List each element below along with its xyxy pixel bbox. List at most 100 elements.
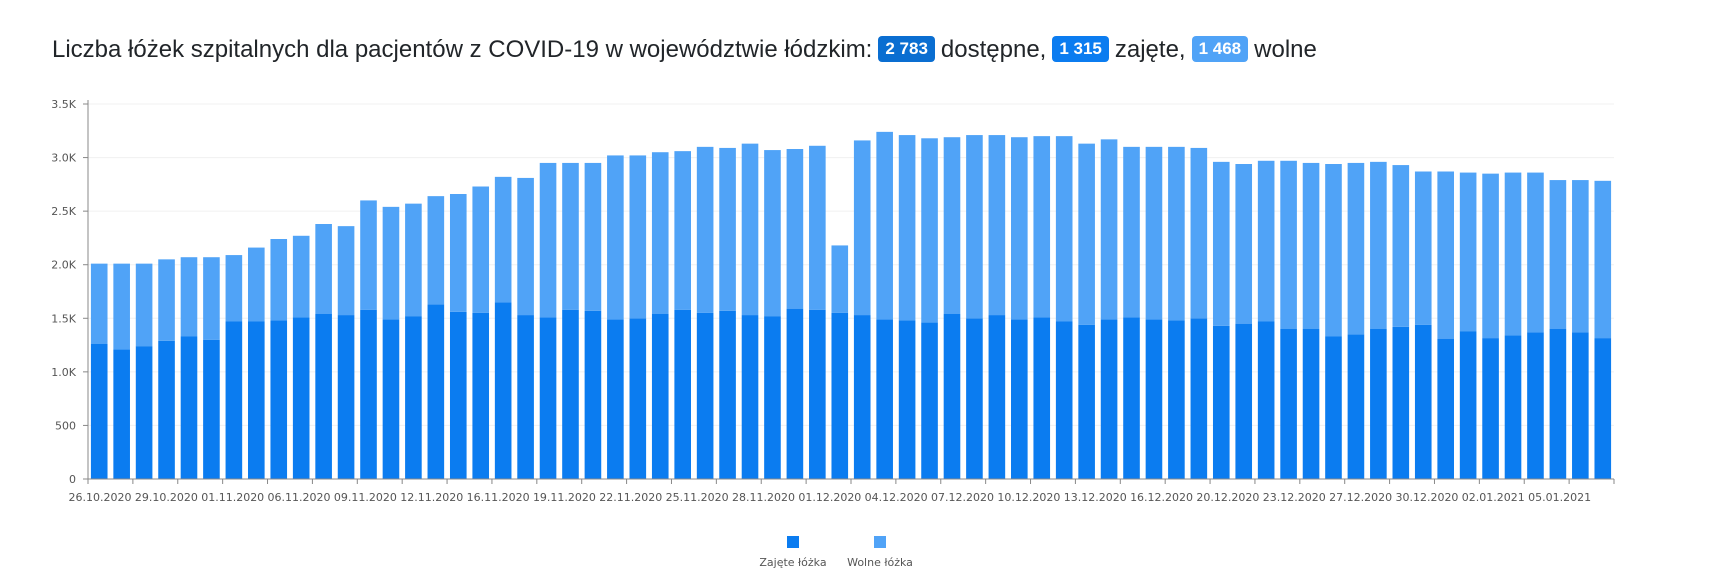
legend-item-free[interactable]: Wolne łóżka [830, 536, 930, 569]
bar-free[interactable] [158, 259, 175, 341]
bar-free[interactable] [898, 135, 916, 321]
bar-free[interactable] [292, 235, 310, 318]
bar-occupied[interactable] [1459, 331, 1477, 479]
bar-occupied[interactable] [449, 311, 467, 479]
bar-occupied[interactable] [921, 322, 938, 479]
bar-free[interactable] [203, 257, 220, 340]
bar-occupied[interactable] [696, 312, 714, 479]
bar-free[interactable] [1594, 180, 1612, 339]
bar-occupied[interactable] [315, 314, 332, 479]
bar-occupied[interactable] [1235, 323, 1253, 479]
bar-free[interactable] [405, 203, 422, 317]
bar-free[interactable] [248, 247, 265, 322]
bar-occupied[interactable] [180, 336, 198, 480]
bar-occupied[interactable] [382, 319, 400, 479]
bar-occupied[interactable] [1078, 324, 1095, 479]
bar-occupied[interactable] [1100, 319, 1118, 479]
legend-item-occupied[interactable]: Zajęte łóżka [748, 536, 838, 569]
bar-occupied[interactable] [539, 317, 557, 479]
bar-occupied[interactable] [1145, 319, 1163, 479]
bar-free[interactable] [225, 255, 243, 322]
bar-occupied[interactable] [158, 340, 175, 479]
bar-free[interactable] [382, 206, 400, 320]
bar-occupied[interactable] [1392, 326, 1410, 479]
bar-free[interactable] [1549, 180, 1567, 329]
bar-occupied[interactable] [1190, 318, 1208, 479]
bar-occupied[interactable] [764, 316, 781, 479]
bar-free[interactable] [921, 138, 938, 323]
bar-free[interactable] [1011, 137, 1028, 320]
bar-occupied[interactable] [786, 308, 804, 479]
bar-occupied[interactable] [1168, 320, 1185, 479]
bar-free[interactable] [1033, 136, 1051, 318]
bar-free[interactable] [809, 145, 826, 310]
bar-free[interactable] [1190, 147, 1208, 319]
bar-occupied[interactable] [203, 339, 220, 479]
bar-free[interactable] [1504, 172, 1522, 336]
bar-occupied[interactable] [1572, 332, 1589, 479]
bar-free[interactable] [270, 239, 288, 321]
bar-occupied[interactable] [225, 321, 243, 480]
bar-free[interactable] [629, 155, 647, 319]
bar-occupied[interactable] [584, 310, 602, 479]
bar-free[interactable] [1370, 161, 1387, 329]
bar-occupied[interactable] [1370, 329, 1387, 479]
bar-occupied[interactable] [1055, 321, 1073, 480]
bar-free[interactable] [135, 263, 153, 347]
bar-free[interactable] [337, 226, 355, 316]
bar-occupied[interactable] [337, 315, 355, 479]
bar-free[interactable] [1100, 139, 1118, 320]
bar-free[interactable] [1280, 160, 1297, 329]
bar-occupied[interactable] [1325, 336, 1342, 480]
bar-free[interactable] [831, 245, 849, 313]
bar-free[interactable] [764, 150, 781, 317]
bar-occupied[interactable] [898, 320, 916, 479]
bar-free[interactable] [1257, 160, 1275, 322]
bar-free[interactable] [988, 135, 1006, 316]
bar-occupied[interactable] [1302, 329, 1320, 479]
bar-free[interactable] [517, 177, 534, 316]
bar-free[interactable] [1078, 143, 1095, 325]
bar-occupied[interactable] [988, 315, 1006, 479]
bar-occupied[interactable] [966, 318, 983, 479]
bar-occupied[interactable] [562, 309, 579, 479]
bar-free[interactable] [494, 176, 512, 303]
bar-free[interactable] [1302, 162, 1320, 329]
bar-free[interactable] [1459, 172, 1477, 332]
bar-free[interactable] [1055, 136, 1073, 322]
bar-free[interactable] [741, 143, 759, 316]
bar-occupied[interactable] [651, 314, 669, 479]
bar-free[interactable] [315, 224, 332, 314]
bar-occupied[interactable] [270, 320, 288, 479]
bar-free[interactable] [472, 186, 490, 313]
bar-free[interactable] [966, 135, 983, 319]
bar-free[interactable] [584, 162, 602, 311]
bar-free[interactable] [1212, 161, 1230, 326]
bar-free[interactable] [1437, 171, 1454, 339]
bar-occupied[interactable] [494, 302, 512, 479]
bar-free[interactable] [876, 131, 893, 320]
bar-free[interactable] [1482, 173, 1499, 339]
bar-occupied[interactable] [943, 314, 961, 479]
bar-free[interactable] [562, 162, 579, 310]
bar-occupied[interactable] [1437, 338, 1454, 479]
bar-free[interactable] [943, 137, 961, 314]
bar-free[interactable] [449, 194, 467, 312]
bar-occupied[interactable] [292, 317, 310, 479]
bar-occupied[interactable] [1549, 329, 1567, 479]
bar-free[interactable] [651, 152, 669, 314]
bar-free[interactable] [1145, 146, 1163, 320]
bar-free[interactable] [607, 155, 624, 320]
bar-occupied[interactable] [113, 349, 130, 479]
bar-free[interactable] [180, 257, 198, 337]
bar-free[interactable] [90, 263, 108, 344]
bar-free[interactable] [696, 146, 714, 313]
bar-occupied[interactable] [1123, 317, 1140, 479]
bar-free[interactable] [1572, 180, 1589, 333]
bar-occupied[interactable] [809, 309, 826, 479]
bar-occupied[interactable] [248, 321, 265, 480]
bar-free[interactable] [1168, 146, 1185, 321]
bar-free[interactable] [1392, 165, 1410, 327]
bar-occupied[interactable] [741, 315, 759, 479]
bar-occupied[interactable] [1594, 338, 1612, 479]
